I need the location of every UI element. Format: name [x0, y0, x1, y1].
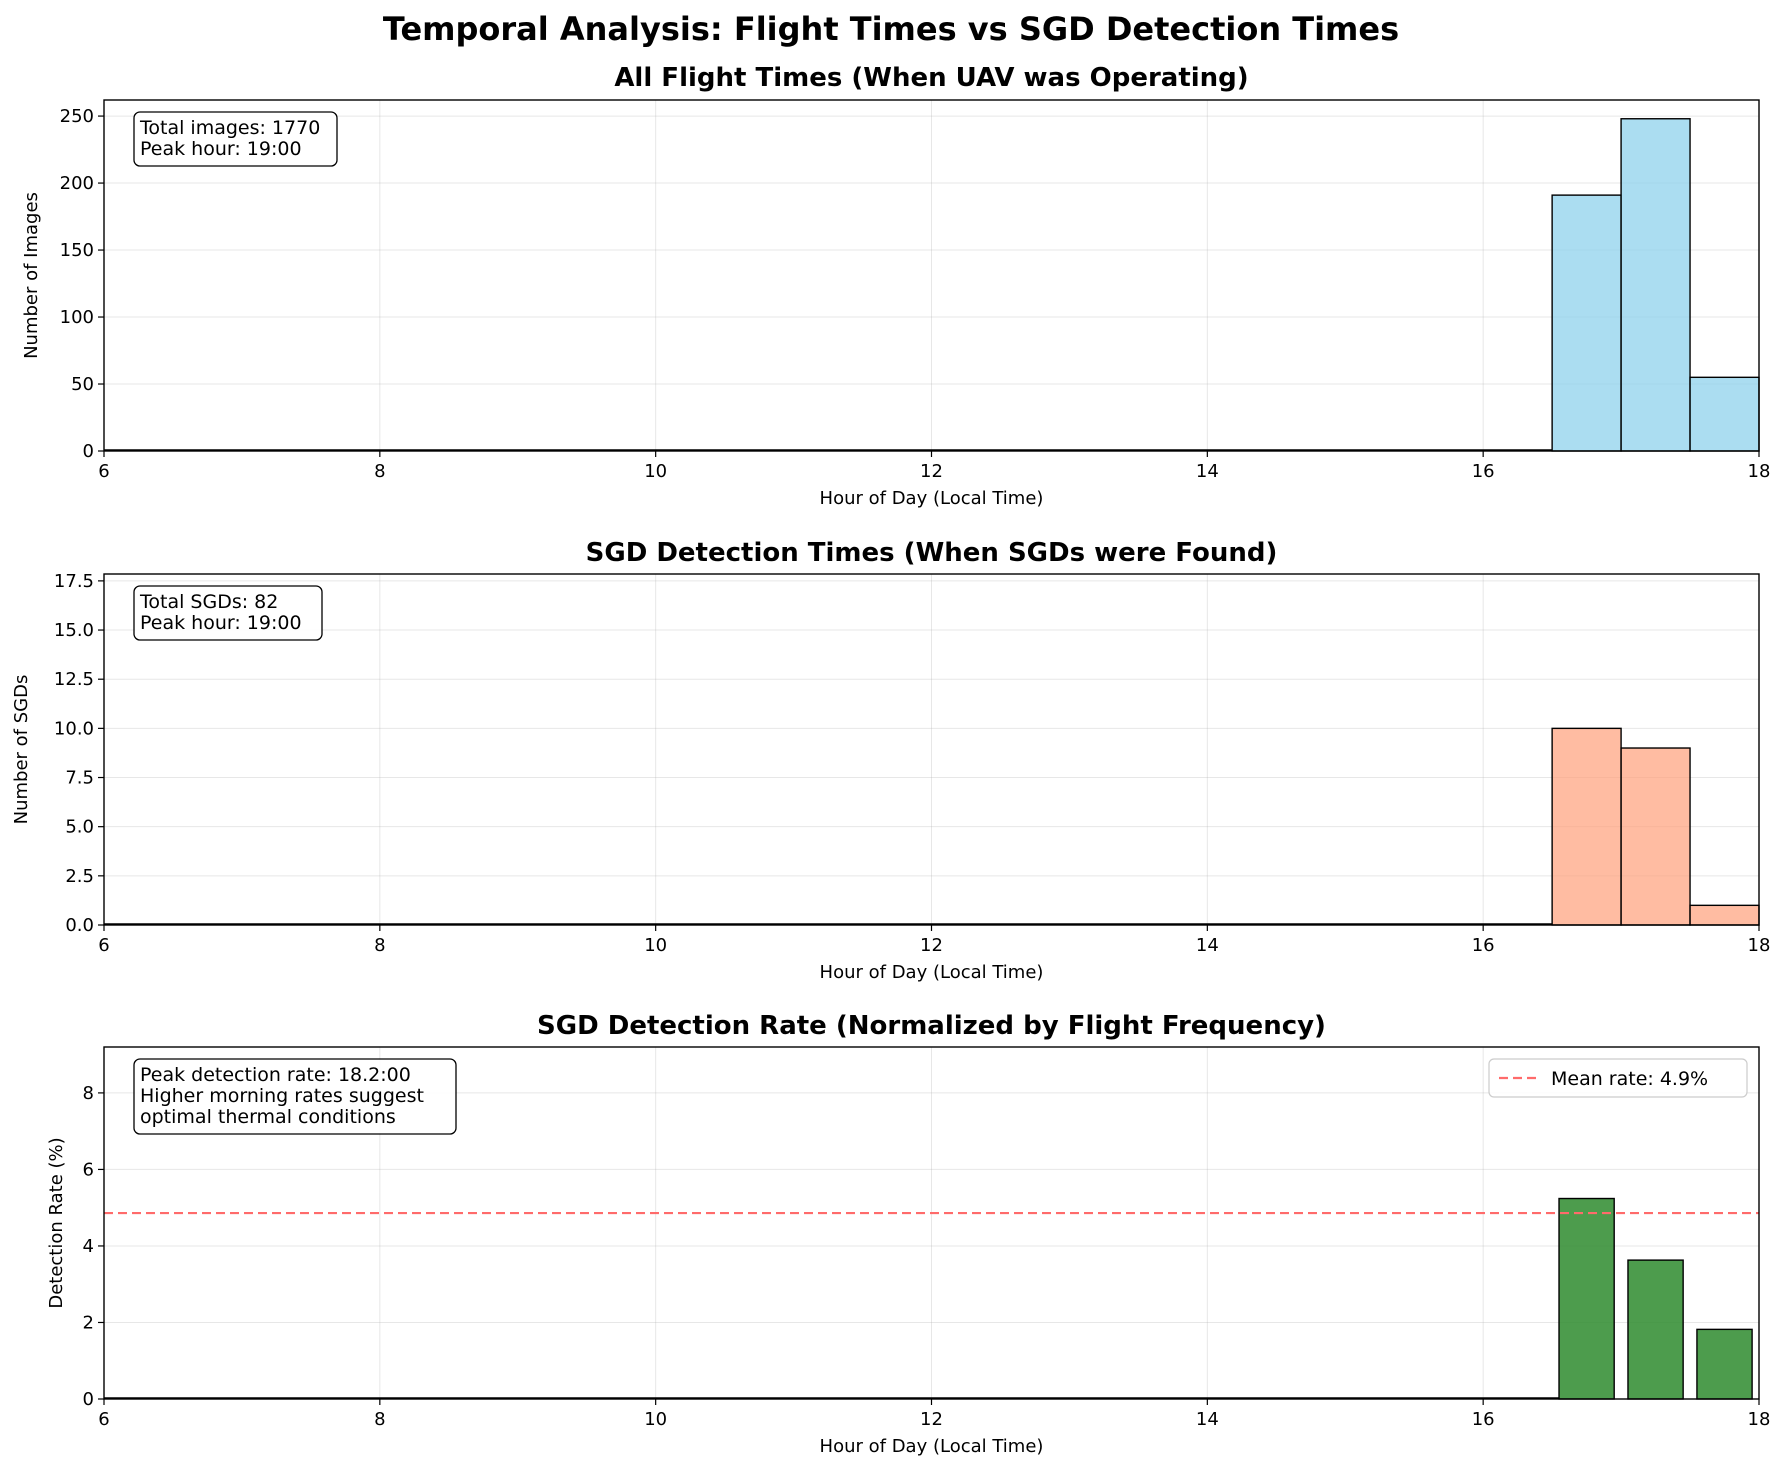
- chart-panel-1: All Flight Times (When UAV was Operating…: [21, 63, 1770, 509]
- annotation-text: optimal thermal conditions: [140, 1106, 396, 1128]
- annotation-text: Peak detection rate: 18.2:00: [140, 1064, 411, 1086]
- y-tick-label: 100: [60, 307, 94, 328]
- panel-title: All Flight Times (When UAV was Operating…: [614, 63, 1248, 93]
- x-tick-label: 8: [374, 461, 385, 482]
- y-tick-label: 5.0: [65, 817, 94, 838]
- bar: [1689, 376, 1760, 452]
- y-tick-label: 10.0: [54, 718, 94, 739]
- annotation-text: Total SGDs: 82: [139, 591, 278, 613]
- x-tick-label: 16: [1472, 461, 1495, 482]
- x-tick-label: 12: [920, 1409, 943, 1430]
- x-axis-label: Hour of Day (Local Time): [820, 962, 1044, 983]
- x-tick-label: 18: [1748, 1409, 1771, 1430]
- y-axis-label: Number of Images: [21, 192, 42, 359]
- x-tick-label: 10: [644, 1409, 667, 1430]
- x-tick-label: 18: [1748, 935, 1771, 956]
- y-tick-label: 200: [60, 173, 94, 194]
- x-tick-label: 6: [98, 1409, 109, 1430]
- chart-panel-3: SGD Detection Rate (Normalized by Flight…: [46, 1011, 1770, 1457]
- y-axis-label: Number of SGDs: [11, 675, 32, 825]
- bar: [1551, 727, 1622, 926]
- x-tick-label: 10: [644, 935, 667, 956]
- bar: [1620, 118, 1691, 452]
- y-tick-label: 0: [83, 1389, 94, 1410]
- x-axis-label: Hour of Day (Local Time): [820, 1436, 1044, 1457]
- x-tick-label: 8: [374, 935, 385, 956]
- y-tick-label: 4: [83, 1236, 94, 1257]
- chart-panel-2: SGD Detection Times (When SGDs were Foun…: [11, 538, 1770, 983]
- bar: [1696, 1328, 1753, 1400]
- annotation-box: [133, 111, 338, 167]
- x-tick-label: 14: [1196, 935, 1219, 956]
- panel-title: SGD Detection Times (When SGDs were Foun…: [586, 538, 1278, 568]
- bar: [1620, 747, 1691, 926]
- x-tick-label: 6: [98, 935, 109, 956]
- x-tick-label: 16: [1472, 1409, 1495, 1430]
- y-tick-label: 8: [83, 1083, 94, 1104]
- legend-box: [1488, 1058, 1748, 1098]
- y-tick-label: 12.5: [54, 669, 94, 690]
- y-tick-label: 2: [83, 1312, 94, 1333]
- x-tick-label: 18: [1748, 461, 1771, 482]
- y-tick-label: 0.0: [65, 915, 94, 936]
- y-axis-label: Detection Rate (%): [46, 1137, 67, 1308]
- y-tick-label: 150: [60, 240, 94, 261]
- x-tick-label: 12: [920, 461, 943, 482]
- bar: [1558, 1197, 1615, 1400]
- y-tick-label: 17.5: [54, 571, 94, 592]
- y-tick-label: 250: [60, 106, 94, 127]
- legend-label: Mean rate: 4.9%: [1551, 1068, 1708, 1090]
- panel-title: SGD Detection Rate (Normalized by Flight…: [537, 1011, 1326, 1041]
- annotation-box: [133, 1058, 457, 1135]
- x-tick-label: 12: [920, 935, 943, 956]
- annotation-box: [133, 585, 323, 641]
- figure-title: Temporal Analysis: Flight Times vs SGD D…: [383, 10, 1399, 48]
- bar: [1551, 194, 1622, 452]
- bar: [1627, 1259, 1684, 1400]
- x-tick-label: 10: [644, 461, 667, 482]
- annotation-text: Peak hour: 19:00: [140, 138, 302, 160]
- x-tick-label: 14: [1196, 1409, 1219, 1430]
- y-tick-label: 0: [83, 441, 94, 462]
- y-tick-label: 50: [71, 374, 94, 395]
- annotation-text: Peak hour: 19:00: [140, 612, 302, 634]
- bar: [1689, 904, 1760, 926]
- x-axis-label: Hour of Day (Local Time): [820, 488, 1044, 509]
- x-tick-label: 8: [374, 1409, 385, 1430]
- y-tick-label: 7.5: [65, 768, 94, 789]
- y-tick-label: 6: [83, 1159, 94, 1180]
- y-tick-label: 2.5: [65, 866, 94, 887]
- annotation-text: Higher morning rates suggest: [140, 1085, 424, 1107]
- x-tick-label: 16: [1472, 935, 1495, 956]
- x-tick-label: 6: [98, 461, 109, 482]
- annotation-text: Total images: 1770: [139, 117, 320, 139]
- x-tick-label: 14: [1196, 461, 1219, 482]
- y-tick-label: 15.0: [54, 620, 94, 641]
